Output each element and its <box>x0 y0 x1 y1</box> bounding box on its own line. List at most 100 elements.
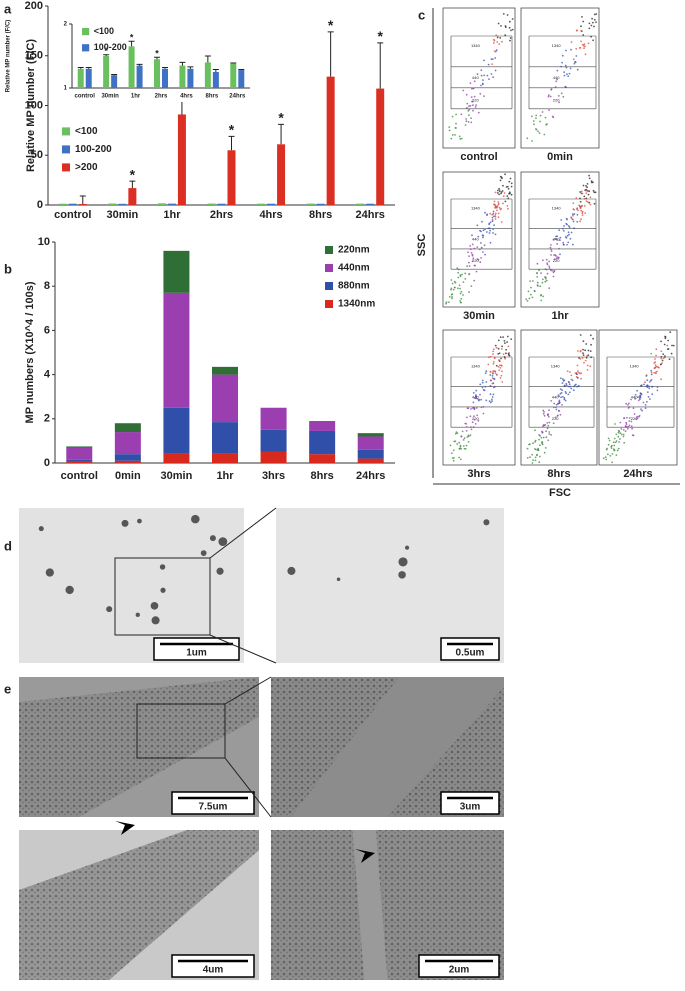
vesicle <box>65 585 74 595</box>
event-dot <box>576 373 578 376</box>
event-dot <box>614 441 617 444</box>
event-dot <box>653 372 655 374</box>
error-bar <box>238 68 245 71</box>
event-dot <box>625 402 627 405</box>
event-dot <box>582 44 585 47</box>
event-dot <box>581 43 584 46</box>
event-dot <box>593 13 596 16</box>
bar-segment <box>260 429 287 452</box>
event-dot <box>507 197 510 200</box>
event-dot <box>495 212 497 215</box>
vesicle <box>150 602 159 610</box>
event-dot <box>639 392 642 394</box>
event-dot <box>671 344 673 347</box>
event-dot <box>555 406 557 409</box>
event-dot <box>493 378 496 380</box>
event-dot <box>473 80 476 83</box>
bar-segment <box>309 421 336 431</box>
event-dot <box>626 428 629 430</box>
event-dot <box>641 409 643 412</box>
event-dot <box>581 214 584 217</box>
event-dot <box>546 422 549 424</box>
x-tick-label: 1hr <box>163 209 181 221</box>
event-dot <box>498 190 501 193</box>
event-dot <box>464 278 467 280</box>
plot-label: 30min <box>463 310 495 322</box>
event-dot <box>605 458 608 461</box>
event-dot <box>612 448 615 451</box>
event-dot <box>495 364 498 367</box>
event-dot <box>492 393 495 396</box>
legend-swatch <box>82 44 90 52</box>
event-dot <box>493 39 496 42</box>
plot-label: 24hrs <box>623 468 652 480</box>
event-dot <box>526 457 529 459</box>
scale-bar-label: 7.5um <box>199 802 228 813</box>
cell-region <box>375 830 504 980</box>
event-dot <box>573 213 576 215</box>
event-dot <box>582 354 585 356</box>
event-dot <box>537 285 539 287</box>
event-dot <box>590 35 592 38</box>
event-dot <box>489 393 492 396</box>
event-dot <box>553 254 555 256</box>
event-dot <box>622 433 625 436</box>
error-bar <box>111 74 118 76</box>
event-dot <box>475 395 478 398</box>
event-dot <box>558 402 561 405</box>
event-dot <box>606 447 608 450</box>
bar <box>77 68 84 88</box>
event-dot <box>469 434 472 437</box>
event-dot <box>481 381 484 384</box>
bar-segment <box>114 460 141 463</box>
event-dot <box>656 370 658 373</box>
event-dot <box>540 299 543 302</box>
event-dot <box>556 256 558 259</box>
event-dot <box>587 193 590 196</box>
bar-segment <box>357 436 384 450</box>
event-dot <box>585 200 588 203</box>
event-dot <box>592 337 594 340</box>
gate-label: 1340 <box>552 206 562 211</box>
error-bar <box>85 67 92 69</box>
vesicle <box>398 571 406 579</box>
x-tick-label: 24hrs <box>356 209 385 221</box>
event-dot <box>555 235 557 238</box>
error-bar <box>228 135 235 151</box>
vesicle <box>151 616 160 625</box>
event-dot <box>586 364 589 367</box>
event-dot <box>628 402 630 405</box>
event-dot <box>612 441 615 444</box>
event-dot <box>607 453 609 456</box>
event-dot <box>491 213 494 216</box>
panel-label: e <box>4 681 11 696</box>
event-dot <box>493 50 496 52</box>
event-dot <box>508 180 511 183</box>
event-dot <box>580 29 583 32</box>
event-dot <box>491 396 494 398</box>
bar <box>85 68 92 88</box>
event-dot <box>452 459 455 462</box>
event-dot <box>548 267 551 269</box>
event-dot <box>504 200 507 203</box>
panel-label: a <box>4 1 12 16</box>
event-dot <box>547 424 550 427</box>
x-tick-label: 24hrs <box>356 470 385 482</box>
event-dot <box>489 401 492 404</box>
event-dot <box>496 205 499 208</box>
event-dot <box>557 414 559 417</box>
event-dot <box>655 366 657 368</box>
event-dot <box>623 417 626 419</box>
event-dot <box>484 228 486 231</box>
event-dot <box>550 434 552 436</box>
event-dot <box>619 421 622 424</box>
y-tick-label: 0 <box>44 457 50 469</box>
event-dot <box>558 400 561 403</box>
event-dot <box>459 275 462 278</box>
legend-swatch <box>325 246 333 254</box>
event-dot <box>562 395 564 398</box>
event-dot <box>569 237 572 240</box>
event-dot <box>460 113 463 116</box>
event-dot <box>462 439 465 441</box>
event-dot <box>547 94 550 97</box>
